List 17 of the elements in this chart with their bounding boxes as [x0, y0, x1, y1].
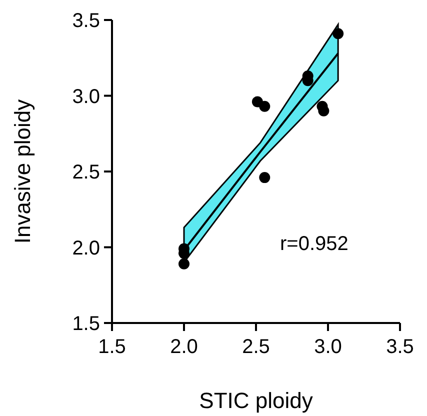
y-axis-title: Invasive ploidy [10, 99, 35, 244]
x-axis-title: STIC ploidy [199, 388, 313, 413]
point [259, 100, 270, 112]
point [332, 28, 344, 40]
point [259, 172, 270, 184]
y-tick-label: 1.5 [72, 313, 100, 335]
x-tick-label: 2.5 [242, 336, 270, 358]
x-tick-label: 3.0 [314, 336, 342, 358]
annotation: r=0.952 [280, 233, 348, 255]
x-tick-label: 2.0 [170, 336, 198, 358]
x-tick-label: 1.5 [98, 336, 126, 358]
y-tick-label: 2.5 [72, 162, 100, 184]
x-tick-label: 3.5 [386, 336, 414, 358]
y-tick-label: 2.0 [72, 237, 100, 260]
y-tick-label: 3.0 [72, 86, 100, 108]
point [178, 258, 190, 270]
y-tick-label: 3.5 [72, 10, 100, 32]
